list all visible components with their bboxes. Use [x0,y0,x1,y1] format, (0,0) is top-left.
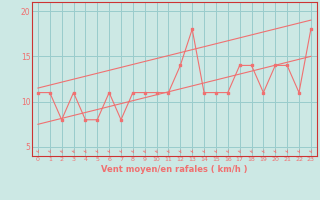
X-axis label: Vent moyen/en rafales ( km/h ): Vent moyen/en rafales ( km/h ) [101,165,248,174]
